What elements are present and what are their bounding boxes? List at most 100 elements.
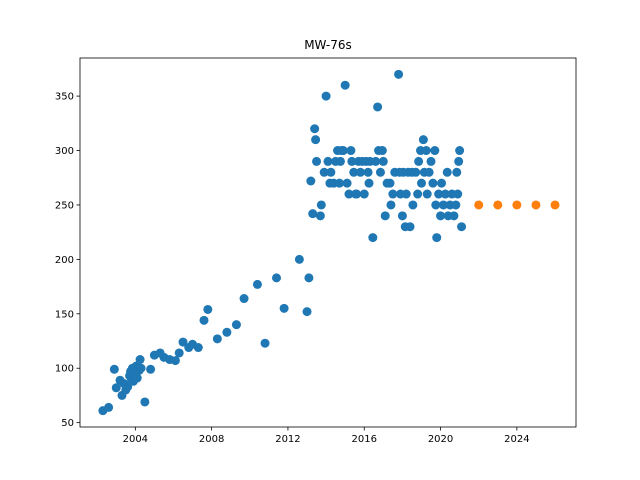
data-point-series1-110 <box>418 135 428 145</box>
data-point-series1-40 <box>260 338 270 348</box>
y-tick-label: 300 <box>55 146 74 157</box>
data-point-series1-131 <box>452 167 462 177</box>
data-point-series1-72 <box>352 189 362 199</box>
data-point-series1-66 <box>342 178 352 188</box>
data-point-series1-119 <box>432 233 442 243</box>
data-point-series1-17 <box>132 373 142 383</box>
data-point-series1-134 <box>455 146 465 156</box>
data-point-series1-22 <box>146 364 156 374</box>
y-tick-label: 250 <box>55 200 74 211</box>
ticks-layer: 2004 2008 2012 2016 2020 2024 50 100 150 200 250 30… <box>55 92 530 445</box>
data-point-series1-57 <box>326 167 336 177</box>
data-point-series1-122 <box>437 178 447 188</box>
data-point-series1-88 <box>380 211 390 221</box>
data-point-series1-112 <box>421 146 431 156</box>
data-point-series1-9 <box>123 382 133 392</box>
y-tick-label: 50 <box>61 418 74 429</box>
data-point-series1-114 <box>424 167 434 177</box>
data-point-series1-4 <box>111 383 121 393</box>
data-point-series1-21 <box>140 397 150 407</box>
data-point-series1-35 <box>212 334 222 344</box>
data-point-series1-67 <box>344 189 354 199</box>
data-point-series1-116 <box>428 178 438 188</box>
data-point-series1-123 <box>438 200 448 210</box>
x-tick-label: 2024 <box>504 434 529 445</box>
data-point-series1-62 <box>335 156 345 166</box>
data-point-series1-102 <box>405 222 415 232</box>
data-point-series1-61 <box>334 178 344 188</box>
data-point-series1-32 <box>193 343 203 353</box>
data-point-series1-29 <box>178 337 188 347</box>
data-point-series1-28 <box>174 348 184 358</box>
data-point-series1-85 <box>375 167 385 177</box>
data-point-series1-69 <box>347 156 357 166</box>
data-point-series2-4 <box>531 200 541 210</box>
x-tick-label: 2016 <box>352 434 377 445</box>
y-tick-label: 200 <box>55 255 74 266</box>
data-point-series1-51 <box>315 211 325 221</box>
data-point-series1-68 <box>346 146 356 156</box>
data-point-series1-78 <box>363 167 373 177</box>
data-point-series1-19 <box>135 355 145 365</box>
data-point-series1-81 <box>368 233 378 243</box>
data-point-series2-1 <box>474 200 484 210</box>
data-point-series1-39 <box>252 279 262 289</box>
data-point-series1-129 <box>449 211 459 221</box>
data-point-series1-83 <box>373 102 383 112</box>
data-point-series1-46 <box>306 176 316 186</box>
data-point-series1-42 <box>279 303 289 313</box>
y-tick-label: 150 <box>55 309 74 320</box>
data-point-series1-45 <box>304 273 314 283</box>
data-point-series1-105 <box>411 167 421 177</box>
data-point-series1-64 <box>338 146 348 156</box>
data-point-series2-2 <box>493 200 503 210</box>
data-point-series1-130 <box>451 200 461 210</box>
data-point-series1-135 <box>457 222 467 232</box>
data-point-series1-38 <box>239 294 249 304</box>
data-point-series1-55 <box>323 156 333 166</box>
data-point-series1-36 <box>222 327 232 337</box>
data-point-series1-117 <box>430 146 440 156</box>
data-point-series1-90 <box>385 178 395 188</box>
data-point-series1-109 <box>416 178 426 188</box>
data-point-series1-43 <box>294 254 304 264</box>
data-point-series1-48 <box>310 124 320 134</box>
data-point-series1-33 <box>199 315 209 325</box>
data-point-series1-125 <box>442 167 452 177</box>
data-point-series1-104 <box>408 200 418 210</box>
data-point-series1-50 <box>312 156 322 166</box>
data-point-series1-87 <box>378 156 388 166</box>
data-point-series1-132 <box>453 189 463 199</box>
data-point-series1-49 <box>311 135 321 145</box>
data-point-series1-97 <box>397 211 407 221</box>
data-point-series1-52 <box>316 200 326 210</box>
data-point-series1-79 <box>364 178 374 188</box>
data-point-series1-106 <box>413 189 423 199</box>
data-point-series1-53 <box>319 167 329 177</box>
data-point-series1-27 <box>170 356 180 366</box>
data-point-series1-82 <box>371 156 381 166</box>
data-point-series1-86 <box>377 146 387 156</box>
plot-frame <box>79 57 577 428</box>
data-point-series1-94 <box>394 69 404 79</box>
x-tick-label: 2008 <box>199 434 224 445</box>
points-layer <box>98 69 560 416</box>
data-point-series1-76 <box>359 189 369 199</box>
data-point-series1-3 <box>109 364 119 374</box>
data-point-series2-5 <box>550 200 560 210</box>
data-point-series1-124 <box>440 189 450 199</box>
data-point-series1-65 <box>340 80 350 90</box>
data-point-series1-44 <box>302 307 312 317</box>
data-point-series1-70 <box>349 167 359 177</box>
data-point-series1-47 <box>308 209 318 219</box>
x-tick-label: 2004 <box>123 434 148 445</box>
data-point-series1-121 <box>436 211 446 221</box>
data-point-series1-74 <box>355 167 365 177</box>
data-point-series1-54 <box>321 91 331 101</box>
data-point-series1-20 <box>136 363 146 373</box>
data-point-series1-118 <box>431 200 441 210</box>
data-point-series1-91 <box>386 200 396 210</box>
data-point-series1-41 <box>271 273 281 283</box>
data-point-series1-133 <box>454 156 464 166</box>
